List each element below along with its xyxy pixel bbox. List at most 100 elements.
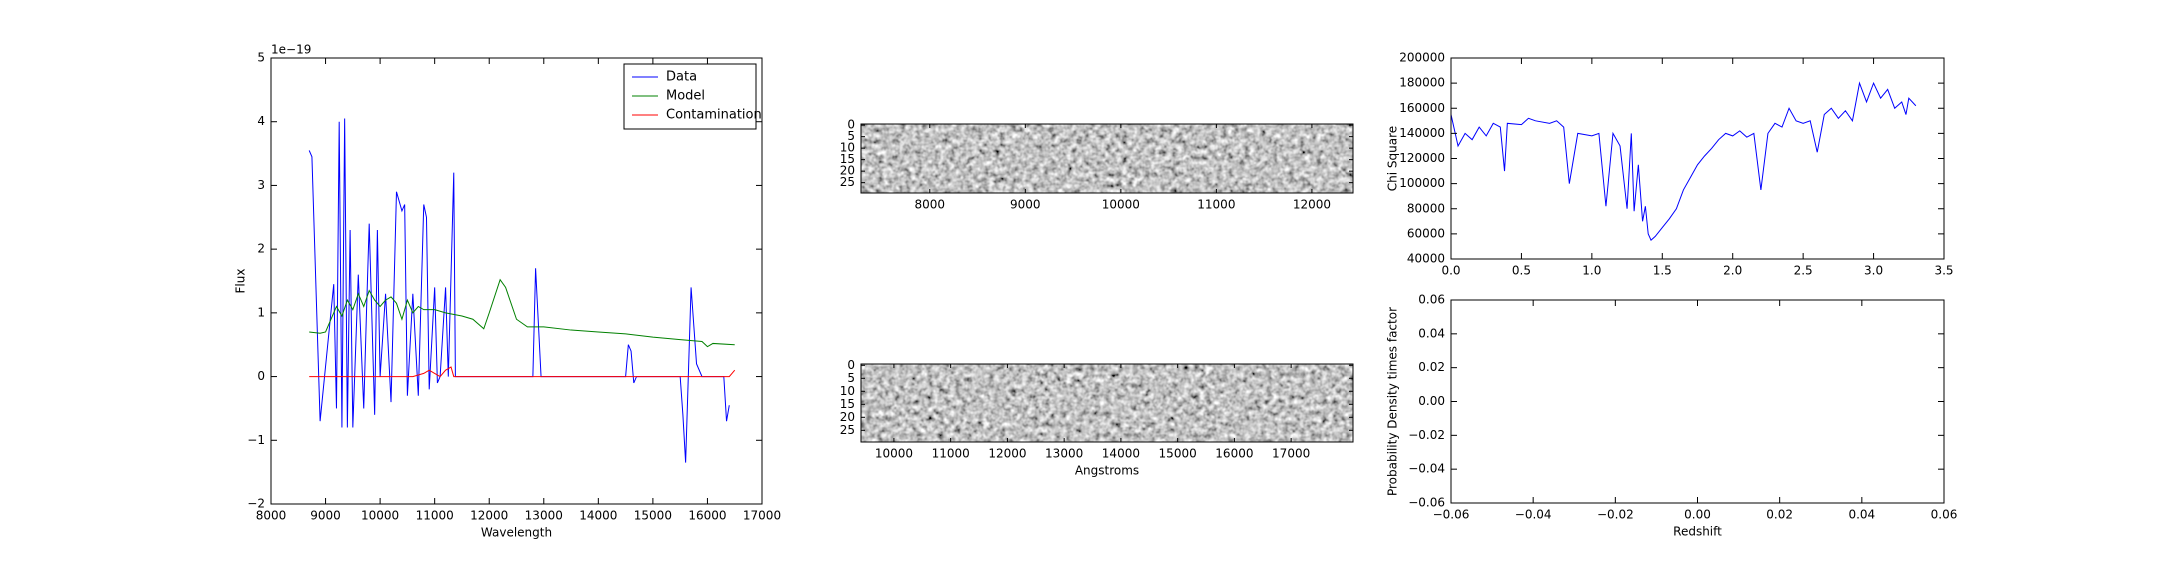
y-tick-label: 200000 [1399,51,1445,65]
x-tick-label: 15000 [1159,447,1197,461]
y-tick-label: 5 [847,129,855,143]
y-tick-label: 20 [840,164,855,178]
y-tick-label: 0.04 [1418,326,1445,340]
y-tick-label: 180000 [1399,76,1445,90]
x-tick-label: 3.0 [1864,264,1883,278]
x-tick-label: 10000 [361,509,399,523]
y-tick-label: 80000 [1407,201,1445,215]
y-tick-label: 20 [840,410,855,424]
x-tick-label: 11000 [416,509,454,523]
spectrum-image [861,124,1353,193]
x-tick-label: 16000 [688,509,726,523]
x-tick-label: 0.00 [1684,508,1711,522]
x-tick-label: 9000 [1010,198,1041,212]
y-tick-label: −0.06 [1408,496,1445,510]
x-tick-label: 11000 [1197,198,1235,212]
y-tick-label: −0.02 [1408,428,1445,442]
axes-frame [1450,299,1945,504]
x-tick-label: 12000 [1293,198,1331,212]
y-tick-label: 25 [840,423,855,437]
x-tick-label: 9000 [310,509,341,523]
y-tick-label: −2 [247,497,265,511]
y-tick-label: 4 [257,114,265,128]
y-tick-label: 10 [840,141,855,155]
y-tick-label: 5 [847,371,855,385]
x-tick-label: 10000 [875,447,913,461]
y-axis-label: Chi Square [1386,126,1400,191]
plot-area [308,118,736,463]
legend-label: Model [666,89,705,104]
x-tick-label: 13000 [525,509,563,523]
panel: 0.0 0.5 1.0 1.5 2.0 2.5 3.0 3.5 40000 60000 80000 1… [1386,51,1954,278]
y-tick-label: 15 [840,397,855,411]
x-tick-label: 14000 [579,509,617,523]
x-tick-label: 14000 [1102,447,1140,461]
y-tick-label: 25 [840,175,855,189]
x-tick-label: 17000 [1272,447,1310,461]
axes-frame [270,57,763,505]
x-tick-label: 1.5 [1653,264,1672,278]
x-tick-label: 0.0 [1441,264,1460,278]
axes-frame [1450,57,1945,260]
y-tick-label: 0 [847,118,855,132]
x-axis-label: Redshift [1673,525,1722,539]
y-tick-label: 160000 [1399,101,1445,115]
axes-frame [860,363,1354,443]
x-axis-label: Angstroms [1075,464,1139,478]
x-tick-label: 12000 [988,447,1026,461]
x-tick-label: 11000 [932,447,970,461]
x-tick-label: 17000 [743,509,781,523]
x-tick-label: 0.5 [1512,264,1531,278]
x-tick-label: −0.06 [1433,508,1470,522]
legend-label: Data [666,70,697,85]
x-tick-label: −0.04 [1515,508,1552,522]
y-tick-label: 100000 [1399,176,1445,190]
y-tick-label: 10 [840,384,855,398]
y-tick-label: 60000 [1407,226,1445,240]
y-tick-label: 0.06 [1418,293,1445,307]
y-tick-label: 5 [257,51,265,65]
panel: −0.06 −0.04 −0.02 0.00 0.02 0.04 0.06 −0.06 −0.0… [1386,293,1958,539]
y-axis-label: Probability Density times factor [1386,307,1400,496]
x-tick-label: 2.0 [1723,264,1742,278]
x-tick-label: 3.5 [1934,264,1953,278]
x-tick-label: 13000 [1045,447,1083,461]
axes-frame [860,123,1354,194]
x-tick-label: 0.02 [1766,508,1793,522]
x-tick-label: 10000 [1102,198,1140,212]
y-tick-label: 140000 [1399,126,1445,140]
panel: 8000 9000 10000 11000 12000 13000 14000 15000 16… [234,43,782,540]
series-line [309,366,736,378]
x-tick-label: 0.06 [1931,508,1958,522]
y-tick-label: −0.04 [1408,462,1445,476]
spectrum-image [861,364,1353,442]
x-tick-label: 2.5 [1794,264,1813,278]
y-tick-label: 0.00 [1418,394,1445,408]
series-line [308,118,730,463]
x-tick-label: 15000 [634,509,672,523]
legend-label: Contamination [666,108,762,123]
y-tick-label: 1 [257,305,265,319]
y-tick-label: 120000 [1399,151,1445,165]
x-tick-label: 8000 [256,509,287,523]
y-tick-label: 0.02 [1418,360,1445,374]
series-line [309,278,735,348]
plot-area [1451,81,1917,241]
x-tick-label: 12000 [470,509,508,523]
x-tick-label: 16000 [1215,447,1253,461]
series-line [1451,81,1917,241]
x-tick-label: −0.02 [1597,508,1634,522]
panel: 10000 11000 12000 13000 14000 15000 16000 17000… [840,358,1354,478]
y-tick-label: 3 [257,178,265,192]
y-tick-label: 40000 [1407,252,1445,266]
x-tick-label: 1.0 [1582,264,1601,278]
x-axis-label: Wavelength [481,526,552,540]
y-tick-label: 15 [840,152,855,166]
y-tick-label: 0 [257,369,265,383]
y-tick-label: 0 [847,358,855,372]
y-tick-label: 2 [257,242,265,256]
offset-text: 1e−19 [271,43,311,57]
y-tick-label: −1 [247,433,265,447]
